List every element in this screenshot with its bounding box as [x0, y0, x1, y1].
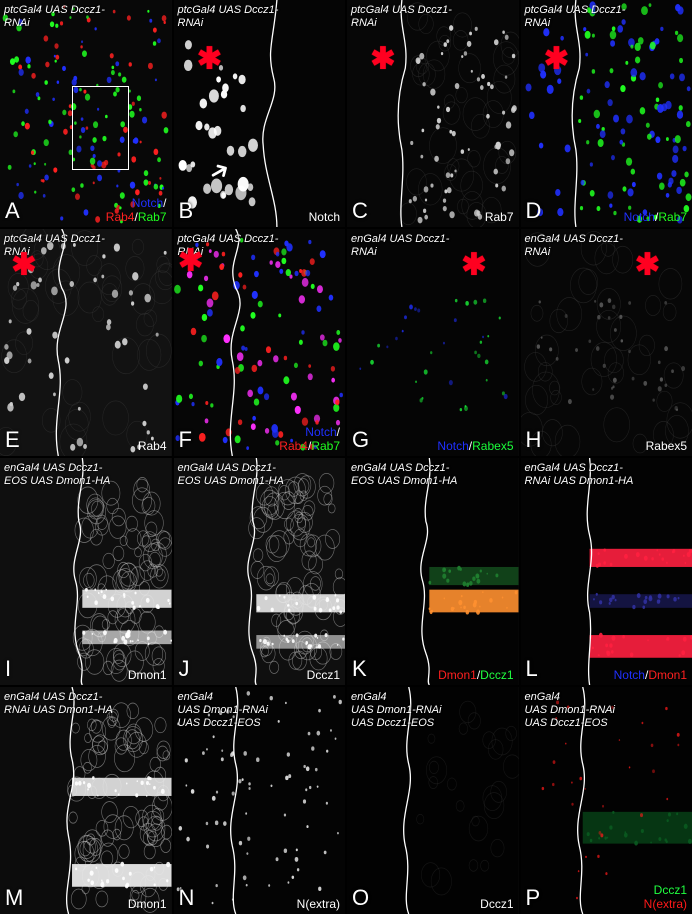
panel-C: ✱ ptcGal4 UAS Dccz1-RNAi C Rab7 — [347, 0, 519, 227]
panel-M: enGal4 UAS Dccz1-RNAi UAS Dmon1-HA M Dmon1 — [0, 687, 172, 914]
panel-letter: E — [5, 427, 20, 453]
panel-letter: L — [526, 656, 538, 682]
channel-label: Rabex5 — [646, 439, 687, 453]
panel-H: ✱enGal4 UAS Dccz1-RNAi H Rabex5 — [521, 229, 692, 456]
panel-N: enGal4UAS Dmon1-RNAiUAS Dccz1-EOS N N(extr… — [174, 687, 346, 914]
panel-B: ✱ ptcGal4 UAS Dccz1-RNAi B Notch — [174, 0, 346, 227]
channel-labels: Dmon1 — [128, 668, 167, 682]
channel-labels: Notch/Rab4/Rab7 — [279, 425, 340, 453]
panel-letter: J — [179, 656, 190, 682]
panel-letter: H — [526, 427, 542, 453]
genotype-label: enGal4 UAS Dccz1-RNAi UAS Dmon1-HA — [4, 691, 168, 717]
channel-label: / — [163, 196, 166, 210]
asterisk-marker: ✱ — [635, 248, 660, 283]
channel-labels: Dmon1/Dccz1 — [438, 668, 513, 682]
panel-J: enGal4 UAS Dccz1-EOS UAS Dmon1-HA J Dccz1 — [174, 458, 346, 685]
panel-P: enGal4UAS Dmon1-RNAiUAS Dccz1-EOS P Dccz1N… — [521, 687, 692, 914]
genotype-label: ptcGal4 UAS Dccz1-RNAi — [178, 4, 342, 30]
panel-letter: F — [179, 427, 192, 453]
channel-label: Dmon1 — [128, 897, 167, 911]
panel-letter: I — [5, 656, 11, 682]
genotype-label: ptcGal4 UAS Dccz1-RNAi — [351, 4, 515, 30]
channel-labels: Rabex5 — [646, 439, 687, 453]
channel-label: Rab7 — [485, 210, 514, 224]
channel-label: Dccz1 — [307, 668, 340, 682]
panel-letter: P — [526, 885, 541, 911]
asterisk-marker: ✱ — [178, 243, 203, 278]
channel-label: Rabex5 — [472, 439, 513, 453]
panel-letter: O — [352, 885, 369, 911]
panel-letter: G — [352, 427, 369, 453]
genotype-label: enGal4 UAS Dccz1-EOS UAS Dmon1-HA — [4, 462, 168, 488]
channel-label: Dmon1 — [648, 668, 687, 682]
genotype-label: enGal4 UAS Dccz1-RNAi — [351, 233, 515, 259]
channel-label: Rab4 — [138, 439, 167, 453]
channel-labels: N(extra) — [297, 897, 340, 911]
asterisk-marker: ✱ — [461, 248, 486, 283]
channel-labels: Notch/Rabex5 — [437, 439, 513, 453]
genotype-label: enGal4UAS Dmon1-RNAiUAS Dccz1-EOS — [351, 691, 515, 730]
panel-letter: C — [352, 198, 368, 224]
channel-labels: Dccz1N(extra) — [644, 883, 687, 911]
genotype-label: ptcGal4 UAS Dccz1-RNAi — [4, 4, 168, 30]
channel-label: Dmon1 — [128, 668, 167, 682]
channel-label: Rab4 — [279, 439, 308, 453]
channel-labels: Rab4 — [138, 439, 167, 453]
channel-label: Dccz1 — [480, 668, 513, 682]
genotype-label: enGal4UAS Dmon1-RNAiUAS Dccz1-EOS — [525, 691, 689, 730]
channel-labels: Notch — [309, 210, 340, 224]
genotype-label: enGal4 UAS Dccz1-EOS UAS Dmon1-HA — [351, 462, 515, 488]
panel-letter: M — [5, 885, 23, 911]
channel-label: Notch — [437, 439, 468, 453]
panel-G: ✱enGal4 UAS Dccz1-RNAi G Notch/Rabex5 — [347, 229, 519, 456]
channel-label: Notch — [614, 668, 645, 682]
panel-F: ✱ptcGal4 UAS Dccz1-RNAiFNotch/Rab4/Rab7 — [174, 229, 346, 456]
genotype-label: enGal4 UAS Dccz1-RNAi UAS Dmon1-HA — [525, 462, 689, 488]
channel-label: Rab7 — [311, 439, 340, 453]
genotype-label: enGal4 UAS Dccz1-EOS UAS Dmon1-HA — [178, 462, 342, 488]
channel-label: Dccz1 — [654, 883, 687, 897]
figure-grid: ptcGal4 UAS Dccz1-RNAiANotch/Rab4/Rab7✱p… — [0, 0, 692, 914]
panel-K: enGal4 UAS Dccz1-EOS UAS Dmon1-HA K Dmon1/… — [347, 458, 519, 685]
panel-L: enGal4 UAS Dccz1-RNAi UAS Dmon1-HA L Notch… — [521, 458, 692, 685]
channel-label: Rab7 — [138, 210, 167, 224]
channel-label: Rab4 — [106, 210, 135, 224]
channel-labels: Dccz1 — [307, 668, 340, 682]
channel-labels: Notch/Rab7 — [624, 210, 687, 224]
panel-D: ✱ ptcGal4 UAS Dccz1-RNAi D Notch/Rab7 — [521, 0, 692, 227]
panel-I: enGal4 UAS Dccz1-EOS UAS Dmon1-HA I Dmon1 — [0, 458, 172, 685]
panel-O: enGal4UAS Dmon1-RNAiUAS Dccz1-EOS O Dccz1 — [347, 687, 519, 914]
channel-labels: Notch/Rab4/Rab7 — [106, 196, 167, 224]
channel-label: Notch — [305, 425, 336, 439]
panel-letter: D — [526, 198, 542, 224]
channel-label: Notch — [624, 210, 655, 224]
channel-labels: Notch/Dmon1 — [614, 668, 687, 682]
panel-letter: A — [5, 198, 20, 224]
panel-E: ✱ptcGal4 UAS Dccz1-RNAiERab4 — [0, 229, 172, 456]
panel-letter: B — [179, 198, 194, 224]
roi-box — [72, 86, 129, 170]
channel-label: Notch — [309, 210, 340, 224]
channel-label: N(extra) — [644, 897, 687, 911]
channel-label: Dmon1 — [438, 668, 477, 682]
panel-A: ptcGal4 UAS Dccz1-RNAiANotch/Rab4/Rab7 — [0, 0, 172, 227]
channel-labels: Dmon1 — [128, 897, 167, 911]
channel-label: Notch — [132, 196, 163, 210]
panel-letter: N — [179, 885, 195, 911]
asterisk-marker: ✱ — [197, 42, 222, 77]
genotype-label: enGal4 UAS Dccz1-RNAi — [525, 233, 689, 259]
genotype-label: enGal4UAS Dmon1-RNAiUAS Dccz1-EOS — [178, 691, 342, 730]
channel-label: Rab7 — [658, 210, 687, 224]
asterisk-marker: ✱ — [11, 248, 36, 283]
genotype-label: ptcGal4 UAS Dccz1-RNAi — [525, 4, 689, 30]
asterisk-marker: ✱ — [544, 42, 569, 77]
channel-label: / — [337, 425, 340, 439]
panel-letter: K — [352, 656, 367, 682]
channel-label: N(extra) — [297, 897, 340, 911]
channel-labels: Dccz1 — [480, 897, 513, 911]
channel-label: Dccz1 — [480, 897, 513, 911]
channel-labels: Rab7 — [485, 210, 514, 224]
asterisk-marker: ✱ — [370, 42, 395, 77]
